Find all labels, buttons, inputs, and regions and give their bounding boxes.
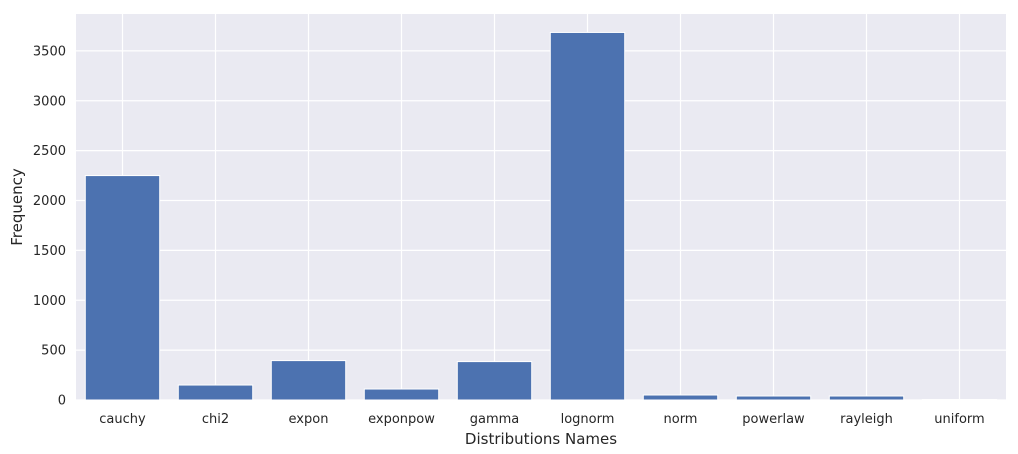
y-tick-label: 1000	[33, 294, 66, 309]
bar-rayleigh	[828, 395, 905, 401]
x-tick-label: lognorm	[561, 412, 615, 427]
x-axis-label: Distributions Names	[465, 430, 617, 448]
bar-expon	[270, 360, 347, 401]
grid-lines	[76, 14, 1006, 401]
y-axis-label: Frequency	[8, 168, 26, 246]
x-tick-label: norm	[664, 412, 698, 427]
y-tick-label: 0	[58, 394, 66, 409]
y-tick-label: 1500	[33, 244, 66, 259]
bars	[84, 31, 998, 401]
x-tick-label: uniform	[934, 412, 984, 427]
x-axis-ticks: cauchy chi2 expon exponpow gamma lognorm norm p…	[99, 412, 984, 427]
bar-chi2	[177, 384, 254, 401]
bar-exponpow	[363, 388, 440, 401]
y-tick-label: 500	[41, 344, 66, 359]
x-tick-label: cauchy	[99, 412, 146, 427]
x-tick-label: gamma	[470, 412, 520, 427]
y-tick-label: 2500	[33, 144, 66, 159]
x-tick-label: chi2	[202, 412, 229, 427]
y-tick-label: 2000	[33, 194, 66, 209]
x-tick-label: expon	[289, 412, 329, 427]
y-tick-label: 3000	[33, 94, 66, 109]
bar-cauchy	[84, 175, 161, 401]
x-tick-label: powerlaw	[742, 412, 805, 427]
bar-lognorm	[549, 31, 626, 401]
x-tick-label: rayleigh	[840, 412, 893, 427]
x-tick-label: exponpow	[368, 412, 435, 427]
y-axis-ticks: 0 500 1000 1500 2000 2500 3000 3500	[33, 44, 66, 408]
bar-powerlaw	[735, 395, 812, 401]
bar-gamma	[456, 361, 533, 401]
bar-norm	[642, 394, 719, 401]
plot-background	[76, 14, 1006, 400]
y-tick-label: 3500	[33, 44, 66, 59]
